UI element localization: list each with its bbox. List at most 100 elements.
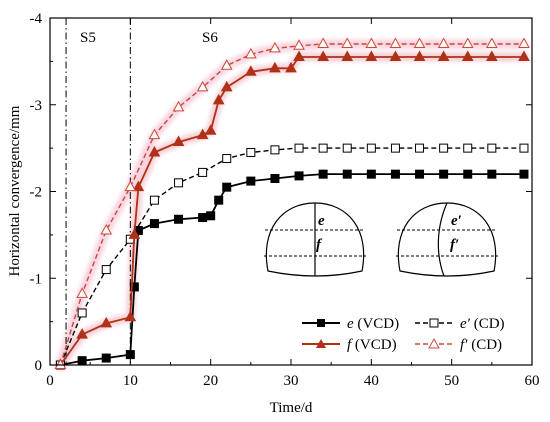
inset-label-f: f — [316, 237, 323, 253]
series-0-point — [129, 282, 139, 292]
series-1-point — [366, 143, 376, 153]
series-0-point — [174, 214, 184, 224]
y-tick-label-4: -4 — [30, 11, 43, 27]
series-0-point — [246, 176, 256, 186]
x-axis-title: Time/d — [270, 400, 313, 416]
series-1-point — [318, 143, 328, 153]
series-1-point — [149, 195, 159, 205]
series-3-point — [54, 358, 67, 369]
series-2-point — [518, 50, 530, 62]
series-3-point — [100, 224, 113, 235]
series-2-point — [128, 228, 141, 239]
inset-label-e: e — [318, 213, 325, 229]
series-1-point — [101, 265, 111, 275]
legend-item-e-prime-cd: e′ (CD) — [415, 316, 505, 332]
series-0-point — [125, 350, 135, 360]
series-0-point — [270, 173, 280, 183]
series-1-point — [198, 167, 208, 177]
legend-text-e-vcd: e (VCD) — [347, 316, 399, 332]
series-1-point — [439, 143, 449, 153]
series-3-point — [413, 37, 426, 49]
series-1-point — [390, 143, 400, 153]
legend-suffix-e: (VCD) — [354, 316, 399, 332]
x-tick-label-6: 60 — [525, 373, 540, 389]
series-2-point — [341, 50, 354, 62]
legend-suffix-f: (VCD) — [351, 337, 396, 353]
tunnel-outline-cd — [397, 202, 497, 277]
series-3-point — [196, 80, 209, 92]
inset-section-vcd: e f — [264, 202, 366, 277]
series-1-point — [174, 178, 184, 188]
legend-text-f-vcd: f (VCD) — [347, 337, 397, 353]
series-3-point — [518, 37, 530, 49]
x-tick-label-2: 20 — [203, 373, 218, 389]
series-1-point — [77, 308, 87, 318]
series-3-point — [269, 41, 281, 53]
series-2-point — [389, 50, 402, 62]
legend-text-f-prime-cd: f′ (CD) — [460, 337, 502, 353]
series-2-point — [220, 80, 233, 92]
inset-section-cd: e′ f′ — [396, 202, 498, 277]
series-2-point — [285, 61, 297, 73]
series-2-point — [100, 316, 113, 328]
series-2-point — [293, 50, 305, 62]
y-tick-label-0: 0 — [35, 358, 43, 374]
legend-suffix-f-prime: (CD) — [467, 337, 502, 353]
series-0-point — [198, 213, 208, 223]
series-0-point — [101, 353, 111, 363]
legend-marker-e-vcd — [317, 319, 325, 327]
series-3-line — [59, 43, 524, 366]
legend-symbol-f-prime: f′ — [460, 337, 468, 353]
series-0-point — [519, 169, 529, 179]
legend-marker-f-vcd — [316, 339, 326, 348]
series-3-point — [148, 128, 161, 140]
series-0-point — [222, 182, 232, 192]
inset-label-e-prime: e′ — [451, 213, 462, 229]
series-layer — [54, 37, 530, 370]
legend-text-e-prime-cd: e′ (CD) — [460, 316, 505, 332]
y-tick-label-2: -2 — [30, 185, 43, 201]
inset-label-f-prime: f′ — [450, 237, 459, 253]
series-3-point — [76, 287, 88, 298]
series-1-point — [222, 154, 232, 164]
series-0-point — [318, 169, 328, 179]
series-2-point — [365, 50, 378, 62]
legend-marker-e-prime-cd — [429, 318, 439, 328]
series-2-point — [172, 135, 185, 147]
series-2-point — [124, 310, 137, 322]
series-3-point — [244, 47, 257, 59]
y-tick-label-3: -3 — [30, 98, 43, 114]
series-1-point — [294, 143, 304, 153]
stage-label-s5: S5 — [80, 30, 96, 46]
legend-symbol-e-prime: e′ — [460, 316, 471, 332]
series-3-point — [293, 39, 305, 50]
stage-label-s6: S6 — [202, 30, 218, 46]
curved-wall-cd — [437, 202, 448, 277]
series-1-point — [487, 143, 497, 153]
series-2-point — [148, 145, 161, 157]
x-tick-label-4: 40 — [364, 373, 379, 389]
series-0-point — [342, 169, 352, 179]
legend-symbol-e: e — [347, 316, 354, 332]
y-tick-label-1: -1 — [30, 271, 43, 287]
legend-suffix-e-prime: (CD) — [470, 316, 505, 332]
series-3-point — [437, 37, 450, 49]
series-3-point — [365, 37, 378, 49]
legend-symbol-f: f — [347, 337, 353, 353]
series-1-point — [246, 147, 256, 157]
series-3-point — [220, 59, 233, 70]
series-3-point — [389, 37, 402, 49]
x-tick-label-0: 0 — [46, 373, 54, 389]
series-2-point — [212, 93, 225, 105]
x-tick-label-5: 50 — [444, 373, 459, 389]
series-2-point — [269, 61, 281, 73]
series-1-point — [342, 143, 352, 153]
series-0-point — [390, 169, 400, 179]
series-0-point — [439, 169, 449, 179]
series-2-point — [244, 65, 257, 76]
series-2-point — [204, 124, 217, 135]
series-3-point — [124, 180, 137, 192]
series-1-point — [270, 145, 280, 155]
legend-item-f-prime-cd: f′ (CD) — [415, 337, 502, 353]
